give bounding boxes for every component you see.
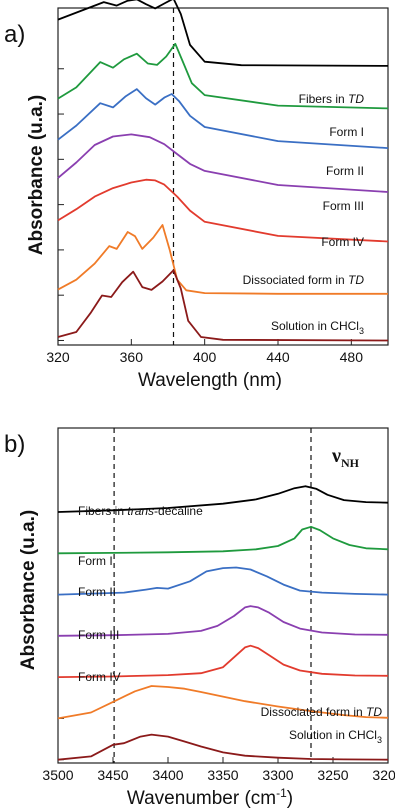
- series-label: Form IV: [321, 235, 364, 249]
- series-label: Form IV: [78, 670, 121, 684]
- panel-a-y-axis-title: Absorbance (u.a.): [26, 95, 47, 255]
- x-tick-label: 3350: [207, 767, 238, 783]
- panel-b-label: b): [4, 431, 25, 458]
- series-line: [57, 269, 389, 342]
- x-tick-label: 3200: [372, 767, 395, 783]
- series-label-italic: TD: [348, 92, 364, 106]
- series-label-text: Form II: [326, 164, 364, 178]
- series-label-tail: 3: [359, 326, 364, 336]
- chart-panel-b: b) Absorbance (u.a.) Wavenumber (cm-1) ν…: [4, 427, 395, 809]
- series-line: [57, 42, 389, 110]
- series-label-text: Fibers in: [299, 92, 348, 106]
- series-label: Dissociated form in TD: [261, 705, 383, 719]
- series-line: [57, 485, 389, 513]
- panel-a-x-axis-title: Wavelength (nm): [138, 370, 282, 391]
- plot-frame: [57, 7, 389, 346]
- series-line: [57, 178, 389, 243]
- nu-symbol: ν: [331, 445, 341, 467]
- series-label-text: Form IV: [78, 670, 121, 684]
- series-line: [57, 644, 389, 678]
- series-label-text: Dissociated form in: [261, 705, 366, 719]
- series-label-text: Solution in CHCl: [289, 728, 377, 742]
- x-tick-label: 3400: [152, 767, 183, 783]
- series-label-tail: -decaline: [154, 504, 203, 518]
- series-label: Fibers in trans-decaline: [78, 504, 203, 518]
- x-tick-label: 480: [340, 349, 364, 365]
- series-label-text: Solution in CHCl: [271, 319, 359, 333]
- x-tick-label: 400: [193, 349, 217, 365]
- series-label-tail: 3: [377, 735, 382, 745]
- series-label: Form III: [323, 199, 364, 213]
- x-tick-label: 320: [46, 349, 70, 365]
- series-label-text: Dissociated form in: [243, 273, 348, 287]
- series-line: [57, 605, 389, 637]
- nu-nh-annotation: νNH: [331, 445, 360, 470]
- series-label: Form III: [78, 628, 119, 642]
- series-label-text: Form IV: [321, 235, 364, 249]
- series-label-text: Fibers in: [78, 504, 127, 518]
- panel-b-x-axis-title: Wavenumber (cm-1): [127, 786, 293, 809]
- series-label-text: Form I: [329, 125, 364, 139]
- panel-b-x-axis-title-sup: -1: [276, 786, 287, 800]
- x-tick-label: 3300: [262, 767, 293, 783]
- series-label-text: Form III: [323, 199, 364, 213]
- series-label: Solution in CHCl3: [271, 319, 364, 336]
- series-line: [57, 224, 388, 295]
- series-label: Solution in CHCl3: [289, 728, 382, 745]
- series-line: [57, 525, 389, 555]
- series-line: [57, 88, 389, 149]
- x-tick-label: 3250: [317, 767, 348, 783]
- series-label: Form II: [78, 585, 116, 599]
- series-line: [57, 0, 389, 67]
- series-label: Form I: [78, 554, 113, 568]
- series-label-italic: TD: [348, 273, 364, 287]
- series-label: Fibers in TD: [299, 92, 365, 106]
- series-label-text: Form III: [78, 628, 119, 642]
- panel-b-x-axis-title-main: Wavenumber (cm: [127, 788, 276, 809]
- x-tick-label: 3450: [97, 767, 128, 783]
- series-label-italic: TD: [366, 705, 382, 719]
- series-line: [57, 566, 389, 596]
- series-line: [57, 685, 389, 720]
- x-tick-label: 3500: [42, 767, 73, 783]
- chart-panel-a: a) Absorbance (u.a.) Wavelength (nm) 320…: [4, 0, 389, 391]
- series-label-italic: trans: [127, 504, 154, 518]
- nu-subscript: NH: [341, 456, 360, 470]
- panel-b-y-axis-title: Absorbance (u.a.): [18, 510, 39, 670]
- x-tick-label: 360: [120, 349, 144, 365]
- panel-a-label: a): [4, 21, 25, 48]
- series-label: Form II: [326, 164, 364, 178]
- series-label: Dissociated form in TD: [243, 273, 365, 287]
- series-line: [57, 133, 389, 193]
- series-label: Form I: [329, 125, 364, 139]
- panel-b-x-axis-title-tail: ): [287, 788, 293, 809]
- x-tick-label: 440: [266, 349, 290, 365]
- series-label-text: Form I: [78, 554, 113, 568]
- series-label-text: Form II: [78, 585, 116, 599]
- series-line: [57, 733, 389, 761]
